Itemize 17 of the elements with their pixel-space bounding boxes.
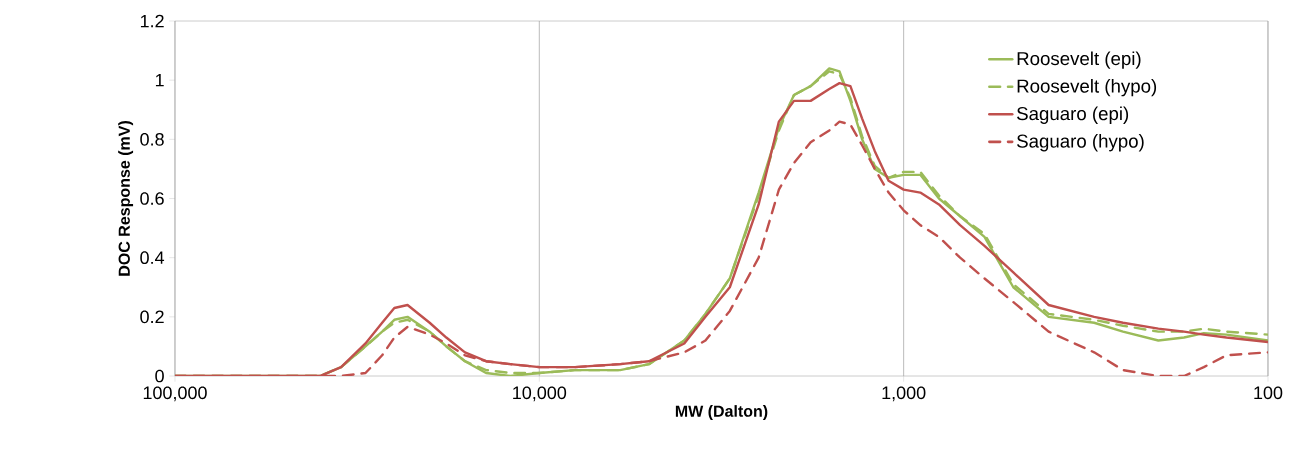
x-tick-label: 100,000	[143, 386, 207, 402]
y-axis-title: DOC Response (mV)	[118, 121, 134, 276]
y-tick-label: 0.6	[140, 192, 164, 205]
y-tick-label: 1.2	[140, 14, 164, 28]
x-tick-label: 1,000	[882, 386, 926, 402]
legend-label: Roosevelt (epi)	[1017, 51, 1141, 69]
x-tick-label: 100	[1254, 386, 1283, 400]
x-axis-title: MW (Dalton)	[675, 405, 768, 421]
y-tick-label: 1	[155, 73, 164, 87]
y-tick-label: 0.8	[140, 132, 164, 146]
legend-label: Roosevelt (hypo)	[1017, 78, 1157, 97]
y-tick-label: 0	[155, 369, 164, 383]
y-tick-label: 0.4	[140, 251, 165, 265]
legend-label: Saguaro (hypo)	[1017, 134, 1144, 152]
y-tick-label: 0.2	[140, 310, 164, 324]
x-tick-label: 10,000	[513, 386, 567, 402]
legend-label: Saguaro (epi)	[1017, 106, 1129, 124]
